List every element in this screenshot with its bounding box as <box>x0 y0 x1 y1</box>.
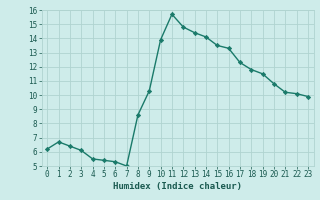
X-axis label: Humidex (Indice chaleur): Humidex (Indice chaleur) <box>113 182 242 191</box>
